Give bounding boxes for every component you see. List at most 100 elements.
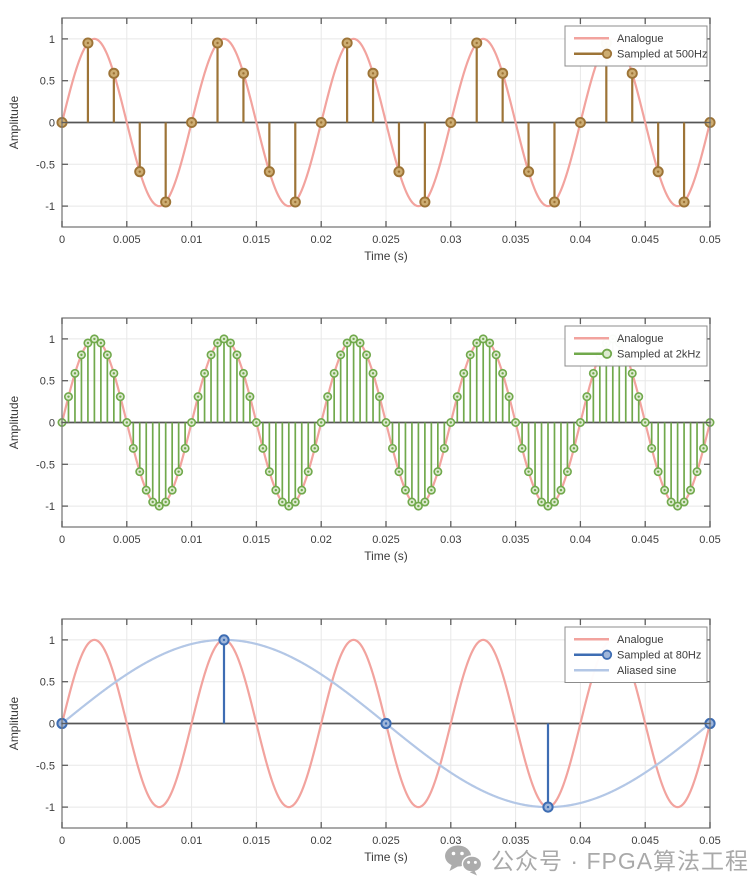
stem-marker-dot (138, 470, 141, 473)
stem-marker-dot (443, 447, 446, 450)
stem-marker-dot (469, 353, 472, 357)
x-tick-label: 0.045 (631, 234, 659, 246)
stem-marker-dot (203, 372, 206, 375)
watermark: 公众号 · FPGA算法工程师 (444, 842, 748, 876)
stem-marker-dot (235, 353, 239, 357)
x-tick-label: 0.01 (181, 835, 202, 847)
y-tick-label: 0 (49, 418, 55, 430)
legend-label: Analogue (617, 634, 664, 646)
stem-marker-dot (384, 421, 388, 424)
plot-svg: 0 0.005 0.01 0.015 0.02 0.025 0.03 0.035 0.04 0.0… (7, 317, 721, 563)
stem-marker-dot (669, 500, 673, 504)
stem-marker-dot (222, 337, 226, 341)
stem-marker-dot (138, 170, 141, 173)
y-axis-label: Amplitude (7, 396, 21, 450)
stem-marker-dot (255, 421, 258, 424)
stem-marker-dot (119, 395, 122, 398)
stem-marker-dot (644, 421, 647, 424)
x-tick-label: 0.02 (310, 835, 331, 847)
stem-marker-dot (196, 395, 200, 398)
stem-marker-dot (320, 421, 323, 424)
legend-box (564, 25, 708, 67)
stem-marker-dot (112, 372, 116, 375)
stem-marker-dot (546, 805, 550, 809)
stem-marker-dot (585, 395, 589, 398)
stem-marker-dot (475, 41, 478, 45)
stem-marker-dot (384, 722, 388, 725)
stem-marker-dot (682, 500, 686, 504)
stem-marker-dot (533, 488, 537, 492)
y-tick-label: -0.5 (36, 760, 55, 772)
stem-marker-dot (702, 447, 705, 450)
stem-marker-dot (158, 504, 161, 508)
stem-marker-dot (676, 504, 679, 508)
stem-marker-dot (592, 372, 595, 375)
legend-label: Sampled at 2kHz (617, 349, 701, 361)
x-tick-label: 0.02 (310, 234, 331, 246)
stem-marker-dot (326, 395, 329, 398)
x-tick-label: 0.005 (113, 835, 141, 847)
stem-marker-dot (488, 341, 491, 345)
stem-marker-dot (209, 353, 213, 357)
stem-marker-dot (164, 500, 167, 504)
stem-marker-dot (650, 447, 653, 450)
stem-marker-dot (248, 395, 252, 398)
plot-svg: 0 0.005 0.01 0.015 0.02 0.025 0.03 0.035 0.04 0.0… (7, 618, 721, 864)
stem-marker-dot (527, 470, 530, 473)
x-tick-label: 0.03 (440, 234, 461, 246)
stem-marker-dot (145, 488, 148, 492)
stem-marker-dot (73, 372, 77, 375)
y-tick-label: 0.5 (40, 677, 55, 689)
stem-marker-dot (99, 341, 103, 345)
plot-svg: 0 0.005 0.01 0.015 0.02 0.025 0.03 0.035 0.04 0.0… (7, 17, 721, 263)
stem-marker-dot (183, 447, 187, 450)
y-tick-label: -0.5 (36, 159, 55, 171)
y-axis-label: Amplitude (7, 697, 21, 751)
legend: Analogue Sampled at 500Hz (564, 25, 708, 67)
stem-marker-dot (86, 341, 90, 345)
x-tick-label: 0.035 (502, 534, 530, 546)
x-axis-label: Time (s) (364, 249, 408, 263)
stem-marker-dot (546, 504, 550, 508)
y-tick-label: 1 (49, 635, 55, 647)
stem-marker-dot (80, 353, 83, 357)
stem-marker-dot (397, 170, 401, 173)
stem-marker-dot (345, 341, 349, 345)
series-stems-sampled-at-2khz (57, 334, 715, 511)
x-tick-label: 0.03 (440, 534, 461, 546)
stem-marker-dot (553, 500, 556, 504)
legend-label: Sampled at 80Hz (617, 650, 701, 662)
stem-marker-dot (520, 447, 524, 450)
x-tick-label: 0 (59, 234, 65, 246)
stem-marker-dot (449, 121, 452, 124)
x-tick-label: 0.03 (440, 835, 461, 847)
y-tick-label: -1 (45, 201, 55, 213)
stem-marker-dot (430, 488, 433, 492)
stem-marker-dot (216, 341, 219, 345)
stem-marker-dot (216, 41, 219, 45)
x-tick-label: 0.025 (372, 534, 400, 546)
x-tick-label: 0.005 (113, 534, 141, 546)
x-tick-label: 0.01 (181, 234, 202, 246)
x-tick-label: 0.045 (631, 835, 659, 847)
stem-marker-dot (637, 395, 640, 398)
x-axis-label: Time (s) (364, 850, 408, 864)
x-tick-label: 0.045 (631, 534, 659, 546)
stem-marker-dot (501, 72, 504, 75)
x-tick-label: 0.04 (570, 234, 591, 246)
legend-swatch-marker (601, 649, 613, 660)
y-tick-label: 0.5 (40, 76, 55, 88)
x-tick-label: 0.025 (372, 234, 400, 246)
stem-marker-dot (631, 372, 634, 375)
stem-marker-dot (313, 447, 316, 450)
stem-marker-dot (559, 488, 563, 492)
stem-marker-dot (339, 353, 342, 357)
chart-sampled-2khz: 0 0.005 0.01 0.015 0.02 0.025 0.03 0.035 0.04 0.0… (0, 300, 748, 572)
stem-marker-dot (125, 421, 128, 424)
x-tick-label: 0.04 (570, 534, 591, 546)
stem-marker-dot (190, 121, 193, 124)
legend-label: Sampled at 500Hz (617, 49, 708, 61)
stem-marker-dot (689, 488, 692, 492)
stem-marker-dot (378, 395, 381, 398)
